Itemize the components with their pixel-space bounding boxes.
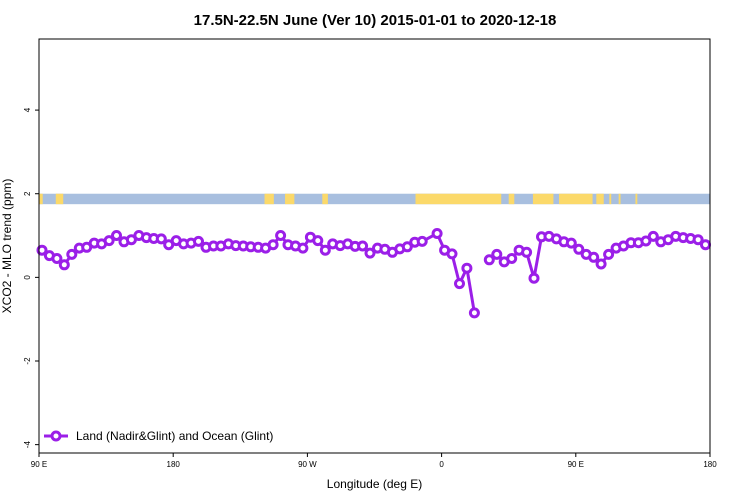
x-tick-label: 90 W xyxy=(298,460,317,469)
y-tick-label: -2 xyxy=(23,357,32,365)
data-point xyxy=(595,258,607,270)
data-point xyxy=(446,248,458,260)
data-point xyxy=(603,248,615,260)
y-tick-label: 0 xyxy=(23,275,32,280)
data-point xyxy=(103,235,115,247)
data-point xyxy=(357,240,369,252)
data-point xyxy=(431,228,443,239)
x-axis-label: Longitude (deg E) xyxy=(327,477,422,491)
legend-label: Land (Nadir&Glint) and Ocean (Glint) xyxy=(76,429,273,443)
land-segment xyxy=(559,193,593,205)
data-point xyxy=(454,278,465,290)
y-axis: -4 -2 0 2 4 xyxy=(23,107,39,448)
data-point xyxy=(692,234,704,246)
data-point xyxy=(312,235,324,247)
data-point xyxy=(275,230,287,241)
data-point xyxy=(573,243,585,255)
data-point xyxy=(528,272,540,284)
data-point xyxy=(51,253,63,264)
data-point xyxy=(193,235,204,247)
x-tick-label: 180 xyxy=(703,460,717,469)
y-tick-label: -4 xyxy=(23,441,32,449)
plot-frame xyxy=(38,38,711,454)
data-point xyxy=(297,242,309,254)
data-point xyxy=(461,262,473,274)
data-point xyxy=(700,239,711,251)
x-tick-label: 90 E xyxy=(568,460,584,469)
chart-title: 17.5N-22.5N June (Ver 10) 2015-01-01 to … xyxy=(194,12,557,29)
data-point xyxy=(319,244,331,256)
x-tick-label: 180 xyxy=(167,460,181,469)
legend-marker-swatch xyxy=(50,430,62,442)
land-segment xyxy=(39,193,43,205)
data-point xyxy=(66,248,78,260)
land-segment xyxy=(285,193,295,205)
data-point xyxy=(647,230,659,242)
data-point xyxy=(483,254,495,266)
x-axis: 90 E 180 90 W 0 90 E 180 xyxy=(31,453,717,469)
x-tick-label: 0 xyxy=(439,460,444,469)
land-segment xyxy=(532,193,554,205)
land-segment xyxy=(635,193,638,205)
data-point xyxy=(521,246,533,258)
x-tick-label: 90 E xyxy=(31,460,47,469)
data-point xyxy=(506,253,518,264)
series-layer xyxy=(36,228,711,319)
y-tick-label: 4 xyxy=(23,107,32,112)
land-segment xyxy=(55,193,64,205)
land-segment xyxy=(609,193,612,205)
data-point xyxy=(111,230,122,241)
land-segment xyxy=(508,193,515,205)
y-tick-label: 2 xyxy=(23,191,32,196)
data-point xyxy=(401,241,413,253)
ocean-band xyxy=(39,193,710,205)
data-point xyxy=(58,259,70,271)
data-point xyxy=(267,239,279,251)
land-ocean-strip xyxy=(39,193,710,205)
land-segment xyxy=(415,193,502,205)
data-point xyxy=(36,244,48,256)
data-point xyxy=(468,307,480,319)
data-point xyxy=(565,237,577,249)
legend: Land (Nadir&Glint) and Ocean (Glint) xyxy=(44,429,273,443)
y-axis-label: XCO2 - MLO trend (ppm) xyxy=(0,179,14,314)
land-segment xyxy=(618,193,621,205)
data-point xyxy=(491,248,503,260)
data-point xyxy=(155,233,167,245)
land-segment xyxy=(596,193,604,205)
land-segment xyxy=(322,193,328,205)
data-point xyxy=(416,235,428,247)
data-point xyxy=(640,235,652,247)
data-point xyxy=(588,251,600,263)
data-point xyxy=(364,247,376,259)
land-segment xyxy=(264,193,274,205)
